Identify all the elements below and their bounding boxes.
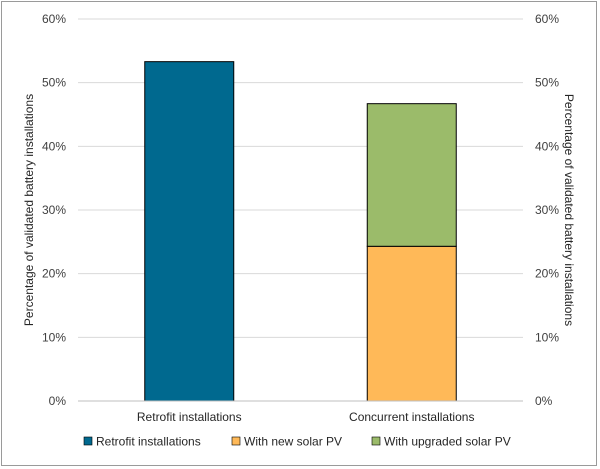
y-tick-label-left: 30% [42, 203, 66, 217]
y-tick-label-left: 40% [42, 139, 66, 153]
bar-with-new-solar-pv [366, 245, 457, 402]
y-axis-right-ticks: 0% 10% 20% 30% 40% 50% 60% [535, 12, 559, 408]
y-tick-label-right: 10% [535, 330, 559, 344]
bar-retrofit-installations [144, 61, 235, 402]
category-labels: Retrofit installations Concurrent install… [137, 410, 475, 424]
y-axis-right-title: Percentage of validated battery installa… [562, 94, 576, 326]
y-tick-label-right: 40% [535, 139, 559, 153]
y-tick-label-left: 60% [42, 12, 66, 26]
legend-label: With upgraded solar PV [384, 435, 511, 449]
category-label: Concurrent installations [349, 410, 474, 424]
y-tick-label-right: 20% [535, 267, 559, 281]
y-tick-label-right: 50% [535, 76, 559, 90]
y-tick-label-right: 30% [535, 203, 559, 217]
y-tick-label-left: 10% [42, 330, 66, 344]
legend-label: Retrofit installations [96, 435, 201, 449]
legend-swatch [83, 436, 93, 446]
y-tick-label-right: 0% [535, 394, 553, 408]
y-tick-label-right: 60% [535, 12, 559, 26]
legend: Retrofit installations With new solar PV W… [83, 435, 511, 449]
category-label: Retrofit installations [137, 410, 242, 424]
bars [144, 61, 457, 402]
bar-with-upgraded-solar-pv [366, 103, 457, 247]
y-axis-left-title: Percentage of validated battery installa… [22, 94, 36, 326]
y-axis-left-ticks: 0% 10% 20% 30% 40% 50% 60% [42, 12, 66, 408]
legend-swatch [231, 436, 241, 446]
y-tick-label-left: 0% [49, 394, 67, 408]
y-tick-label-left: 20% [42, 267, 66, 281]
legend-label: With new solar PV [244, 435, 342, 449]
y-tick-label-left: 50% [42, 76, 66, 90]
legend-swatch [371, 436, 381, 446]
